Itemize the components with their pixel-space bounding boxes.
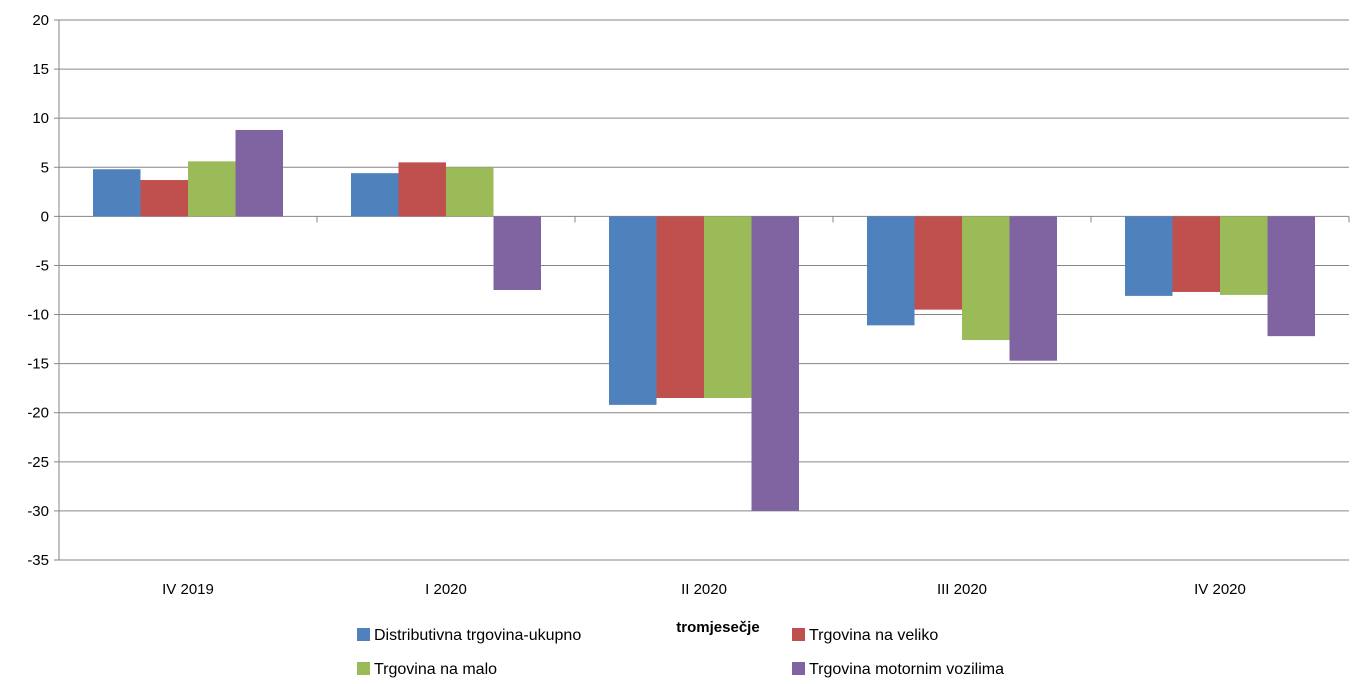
x-tick-label: IV 2019 bbox=[162, 581, 214, 598]
x-axis-title: tromjesečje bbox=[676, 619, 759, 636]
y-tick-label: -5 bbox=[36, 257, 49, 274]
legend: Distributivna trgovina-ukupno Trgovina na… bbox=[357, 627, 1004, 678]
bar bbox=[235, 129, 283, 217]
axes: 20 15 10 5 0 -5 -10 -15 -20 -25 -30 -35 IV 2019 I 202… bbox=[27, 12, 1350, 598]
bar bbox=[1125, 216, 1173, 296]
x-tick-label: I 2020 bbox=[425, 581, 467, 598]
bar bbox=[188, 161, 236, 217]
bar bbox=[446, 167, 494, 217]
y-tick-label: -20 bbox=[27, 405, 49, 422]
bar bbox=[962, 216, 1010, 341]
bar bbox=[914, 216, 962, 310]
bar bbox=[751, 216, 799, 511]
legend-swatch bbox=[357, 662, 370, 675]
bars bbox=[93, 129, 1315, 511]
bar bbox=[1172, 216, 1220, 292]
legend-swatch bbox=[792, 628, 805, 641]
bar bbox=[351, 173, 399, 217]
y-tick-label: -30 bbox=[27, 503, 49, 520]
bar bbox=[493, 216, 541, 290]
bar bbox=[1009, 216, 1057, 361]
y-tick-label: -25 bbox=[27, 454, 49, 471]
y-tick-label: 15 bbox=[32, 61, 49, 78]
y-tick-label: 10 bbox=[32, 110, 49, 127]
legend-label: Distributivna trgovina-ukupno bbox=[374, 627, 581, 644]
bar bbox=[140, 180, 188, 217]
y-tick-label: -10 bbox=[27, 307, 49, 324]
bar bbox=[609, 216, 657, 405]
legend-swatch bbox=[792, 662, 805, 675]
bar bbox=[656, 216, 704, 398]
legend-label: Trgovina na malo bbox=[374, 661, 497, 678]
bar bbox=[1220, 216, 1268, 295]
y-tick-label: -15 bbox=[27, 356, 49, 373]
y-tick-label: 20 bbox=[32, 12, 49, 29]
bar bbox=[704, 216, 752, 398]
legend-swatch bbox=[357, 628, 370, 641]
bar bbox=[398, 162, 446, 217]
bar bbox=[93, 169, 141, 217]
y-tick-label: 5 bbox=[41, 159, 49, 176]
bar bbox=[867, 216, 915, 326]
legend-label: Trgovina motornim vozilima bbox=[809, 661, 1004, 678]
y-tick-label: 0 bbox=[41, 208, 49, 225]
legend-label: Trgovina na veliko bbox=[809, 627, 938, 644]
y-tick-label: -35 bbox=[27, 552, 49, 569]
x-tick-label: II 2020 bbox=[681, 581, 727, 598]
x-tick-label: IV 2020 bbox=[1194, 581, 1246, 598]
bar bbox=[1267, 216, 1315, 337]
x-tick-label: III 2020 bbox=[937, 581, 987, 598]
